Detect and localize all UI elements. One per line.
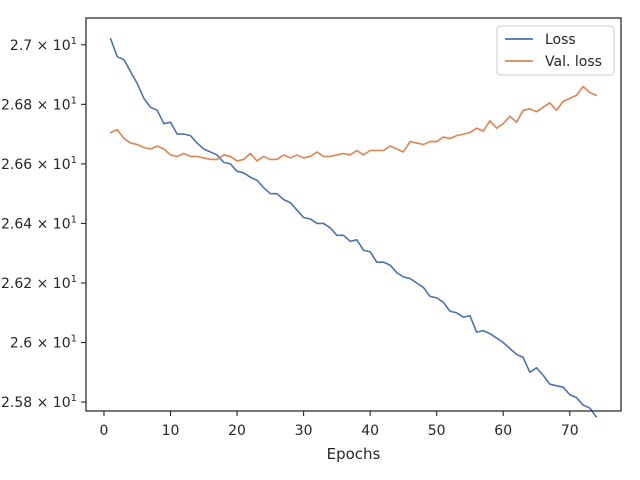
y-tick-label: 2.64 × 101 [1, 214, 77, 232]
y-tick-label: 2.58 × 101 [1, 393, 77, 411]
y-tick-label: 2.66 × 101 [1, 155, 77, 173]
plot-area [86, 18, 621, 411]
y-axis-ticks: 2.58 × 101 2.6 × 101 2.62 × 101 2.64 × 101 2… [1, 36, 86, 411]
series-line-0 [109, 38, 598, 418]
legend: Loss Val. loss [496, 25, 615, 76]
x-tick-label: 40 [361, 423, 379, 439]
x-tick-label: 0 [100, 423, 109, 439]
x-tick-label: 60 [494, 423, 512, 439]
y-tick-label: 2.62 × 101 [1, 274, 77, 292]
y-tick-label: 2.6 × 101 [10, 334, 77, 352]
plot-frame [85, 17, 622, 412]
x-tick-label: 30 [295, 423, 313, 439]
x-tick-label: 10 [162, 423, 180, 439]
y-tick-label: 2.7 × 101 [10, 36, 77, 54]
legend-label-0: Loss [545, 32, 576, 48]
x-axis-label: Epochs [327, 445, 381, 463]
legend-label-1: Val. loss [545, 54, 602, 70]
y-tick-label: 2.68 × 101 [1, 95, 77, 113]
x-tick-label: 70 [561, 423, 579, 439]
x-axis-ticks: 0 10 20 30 40 50 60 70 [100, 411, 579, 439]
x-tick-label: 20 [228, 423, 246, 439]
series-line-1 [109, 85, 598, 162]
x-tick-label: 50 [428, 423, 446, 439]
series-lines [109, 38, 598, 418]
